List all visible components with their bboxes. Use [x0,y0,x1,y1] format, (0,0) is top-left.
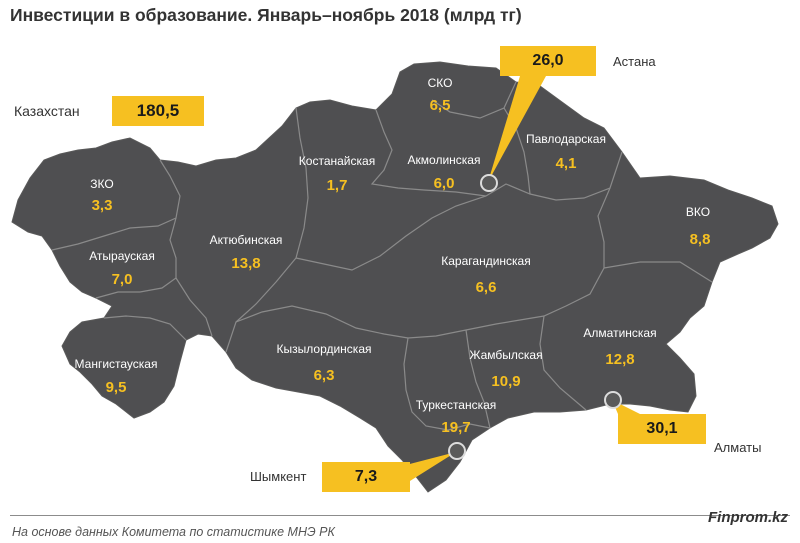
region-name-karaganda: Карагандинская [441,254,530,268]
region-name-mangystau: Мангистауская [75,357,158,371]
total-label: Казахстан [14,103,80,119]
footer-divider [10,515,790,516]
region-value-mangystau: 9,5 [106,379,127,396]
almaty-marker [604,391,622,409]
brand-logo: Finprom.kz [707,509,788,526]
shymkent-marker [448,442,466,460]
region-value-akmola: 6,0 [434,175,455,192]
astana-marker [480,174,498,192]
shymkent-pointer [402,452,456,486]
region-value-atyrau: 7,0 [112,271,133,288]
region-value-zhambyl: 10,9 [491,373,520,390]
region-value-vko: 8,8 [690,231,711,248]
almaty-label: Алматы [714,440,762,455]
region-name-pavlodar: Павлодарская [526,132,606,146]
region-name-sko: СКО [428,76,453,90]
region-name-kostanay: Костанайская [299,154,375,168]
astana-value-box: 26,0 [500,46,596,76]
shymkent-label: Шымкент [250,469,307,484]
total-value-box: 180,5 [112,96,204,126]
region-value-karaganda: 6,6 [476,279,497,296]
region-name-vko: ВКО [686,205,710,219]
region-name-atyrau: Атырауская [89,249,155,263]
region-value-aktobe: 13,8 [231,255,260,272]
region-name-kyzylorda: Кызылординская [277,342,372,356]
city-callouts [402,76,640,486]
country-outline [11,61,779,493]
region-value-almaty-obl: 12,8 [605,351,634,368]
astana-pointer [488,76,546,182]
region-value-kostanay: 1,7 [327,177,348,194]
region-value-kyzylorda: 6,3 [314,367,335,384]
source-note: На основе данных Комитета по статистике … [12,525,335,539]
almaty-value-box: 30,1 [618,414,706,444]
region-name-turkestan: Туркестанская [416,398,497,412]
region-value-zko: 3,3 [92,197,113,214]
region-name-akmola: Акмолинская [408,153,481,167]
region-name-aktobe: Актюбинская [210,233,283,247]
region-name-almaty-obl: Алматинская [583,326,656,340]
astana-label: Астана [613,54,656,69]
region-labels: ЗКО 3,3 Атырауская 7,0 Мангистауская 9,5… [75,76,711,436]
page-title: Инвестиции в образование. Январь–ноябрь … [10,5,522,25]
region-value-pavlodar: 4,1 [556,155,577,172]
region-value-sko: 6,5 [430,97,451,114]
region-name-zko: ЗКО [90,177,113,191]
shymkent-value-box: 7,3 [322,462,410,492]
region-value-turkestan: 19,7 [441,419,470,436]
region-borders [51,81,713,431]
region-name-zhambyl: Жамбылская [469,348,542,362]
